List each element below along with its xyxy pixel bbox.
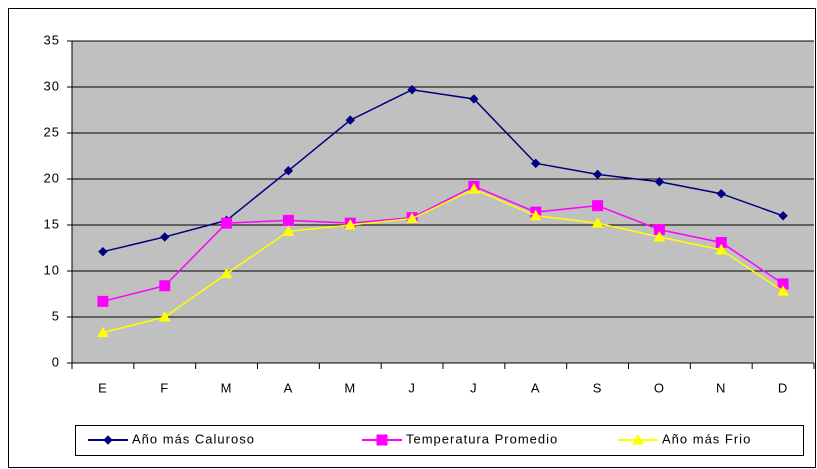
y-tick-label: 0 [52, 354, 60, 369]
marker [716, 189, 726, 199]
x-tick-label: M [344, 380, 356, 395]
y-tick-label: 15 [44, 216, 60, 231]
marker [591, 217, 604, 228]
marker [220, 267, 233, 279]
marker [632, 433, 644, 445]
marker [529, 209, 542, 221]
marker [282, 225, 295, 236]
x-tick-label: J [470, 380, 478, 395]
marker [282, 214, 294, 226]
marker [777, 285, 789, 296]
marker [97, 326, 109, 338]
x-tick-label: J [408, 380, 416, 395]
marker [406, 212, 418, 224]
x-tick-label: A [284, 380, 294, 395]
marker [778, 211, 788, 221]
y-tick-label: 35 [44, 32, 60, 47]
marker [531, 158, 541, 169]
x-tick-label: A [531, 380, 541, 395]
marker [344, 218, 357, 230]
x-tick-label: M [221, 380, 233, 395]
marker [592, 169, 603, 180]
marker [158, 310, 171, 322]
legend-label: Año más Caluroso [132, 431, 255, 446]
marker [345, 115, 355, 125]
marker [160, 232, 170, 242]
marker [283, 166, 294, 176]
marker [592, 200, 604, 212]
marker [653, 230, 666, 242]
y-tick-label: 10 [44, 262, 60, 277]
x-tick-label: E [98, 380, 108, 395]
marker [98, 246, 108, 257]
y-tick-label: 5 [52, 308, 60, 323]
legend-label: Temperatura Promedio [406, 431, 558, 446]
y-tick-label: 30 [44, 78, 60, 93]
y-tick-label: 20 [44, 170, 60, 185]
series-line [102, 188, 784, 334]
marker [469, 94, 479, 104]
marker [407, 85, 417, 95]
marker [97, 295, 109, 307]
x-tick-label: O [654, 380, 665, 395]
x-tick-label: D [778, 380, 788, 395]
marker [376, 434, 388, 446]
marker [468, 183, 480, 194]
x-tick-label: F [160, 380, 169, 395]
marker [103, 435, 113, 445]
x-tick-label: N [716, 380, 726, 395]
legend-label: Año más Frio [662, 431, 751, 446]
y-tick-label: 25 [44, 124, 60, 139]
marker [159, 280, 171, 292]
marker [654, 177, 665, 187]
legend-box [75, 425, 804, 456]
x-tick-label: S [593, 380, 603, 395]
marker [715, 243, 728, 255]
series-line [102, 185, 784, 303]
marker [221, 217, 233, 229]
series-line [102, 88, 784, 253]
